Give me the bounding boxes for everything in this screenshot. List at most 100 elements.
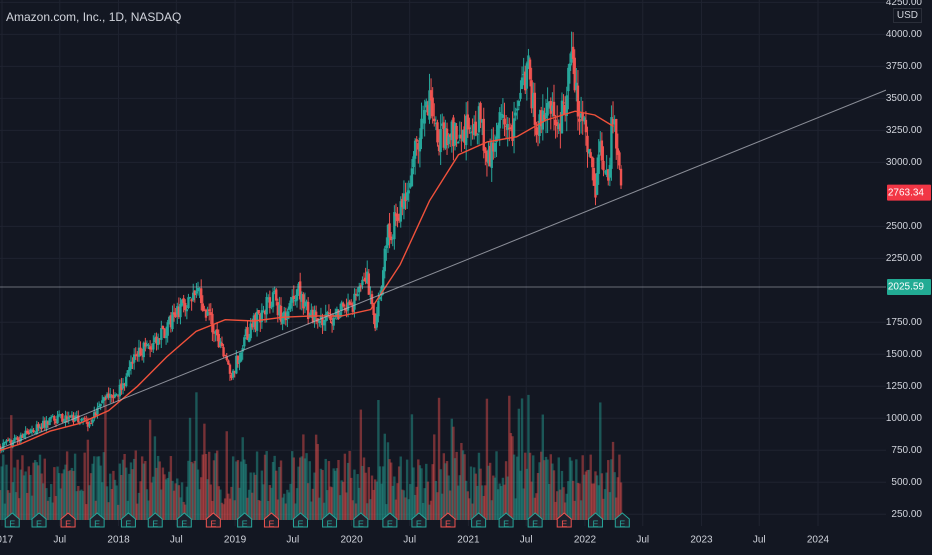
volume-bar — [492, 475, 495, 520]
candle-body — [298, 281, 302, 300]
volume-bar — [562, 487, 565, 520]
volume-bar — [136, 503, 139, 520]
candle-body — [152, 343, 155, 350]
candle-body — [444, 128, 447, 149]
volume-bar — [233, 500, 236, 520]
volume-bar — [512, 454, 516, 520]
volume-bar — [260, 470, 264, 520]
volume-bar — [552, 470, 556, 520]
candle-body — [97, 406, 101, 408]
candle-body — [587, 149, 591, 154]
candle-body — [318, 320, 321, 324]
candle-body — [263, 310, 267, 315]
volume-bar — [174, 483, 177, 520]
volume-bar — [228, 498, 232, 520]
volume-bar — [557, 457, 560, 520]
volume-bar — [362, 457, 366, 520]
candle-body — [155, 336, 158, 344]
candle-body — [273, 291, 276, 293]
candle-body — [540, 110, 543, 127]
volume-bar — [615, 497, 618, 520]
volume-bar — [381, 466, 385, 520]
time-tick-label: 2024 — [807, 535, 830, 546]
volume-bar — [405, 459, 409, 520]
volume-bar — [413, 494, 417, 520]
volume-bar — [356, 474, 359, 520]
volume-bar — [359, 409, 363, 520]
candle-body — [46, 421, 50, 425]
earnings-marker-badge — [4, 512, 20, 528]
price-tick-label: 4000.00 — [886, 29, 923, 40]
chart-title: Amazon.com, Inc., 1D, NASDAQ — [6, 10, 182, 24]
volume-bar — [211, 500, 214, 520]
volume-bar — [188, 417, 192, 520]
volume-bar — [504, 461, 508, 520]
candle-body — [19, 434, 23, 442]
candle-body — [5, 440, 8, 443]
volume-bar — [346, 462, 350, 520]
volume-bar — [270, 487, 273, 520]
candle-body — [520, 77, 524, 89]
volume-bar — [428, 504, 431, 520]
candle-body — [225, 356, 228, 360]
time-tick-label: 2022 — [574, 535, 597, 546]
volume-bar — [396, 483, 399, 520]
candle-body — [174, 312, 177, 317]
volume-bar — [109, 473, 112, 520]
volume-bar — [292, 457, 295, 520]
candle-body — [188, 297, 192, 299]
volume-bar — [158, 461, 161, 520]
candle-body — [279, 305, 283, 322]
candle-body — [314, 311, 318, 318]
volume-bar — [259, 500, 262, 520]
volume-bar — [185, 486, 189, 520]
candle-body — [48, 418, 51, 426]
candle-body — [262, 311, 265, 313]
candle-body — [337, 310, 340, 320]
candle-body — [195, 291, 198, 294]
candle-body — [286, 311, 289, 320]
volume-bar — [471, 503, 474, 520]
candle-body — [415, 139, 418, 142]
last-price-label: 2763.34 — [888, 187, 925, 198]
volume-bar — [134, 450, 137, 520]
earnings-marker-label: E — [387, 519, 393, 529]
candle-body — [223, 354, 227, 356]
volume-bar — [62, 469, 66, 520]
earnings-marker-badge — [556, 512, 572, 528]
volume-bar — [137, 492, 141, 520]
volume-bar — [463, 454, 466, 520]
candle-body — [169, 315, 173, 328]
earnings-marker: E — [556, 512, 572, 529]
volume-bar — [340, 480, 343, 520]
candle-body — [41, 420, 45, 429]
candle-body — [560, 100, 564, 134]
volume-bar — [385, 504, 388, 520]
volume-bar — [528, 452, 532, 520]
volume-bar — [559, 489, 562, 520]
volume-bar — [298, 457, 302, 520]
volume-bar — [429, 500, 433, 520]
volume-bar — [78, 490, 82, 520]
volume-bar — [530, 481, 533, 520]
volume-bar — [255, 451, 259, 520]
volume-bar — [96, 456, 99, 520]
candle-body — [469, 132, 473, 134]
candle-body — [608, 165, 612, 178]
candle-body — [575, 82, 578, 90]
volume-bar — [120, 474, 123, 520]
volume-bar — [30, 495, 34, 520]
candle-body — [3, 441, 7, 444]
candle-body — [153, 337, 157, 343]
volume-bar — [161, 467, 165, 520]
earnings-marker-badge — [322, 512, 338, 528]
volume-bar — [177, 485, 181, 520]
volume-bar — [401, 489, 404, 520]
candle-body — [211, 313, 214, 333]
candle-body — [439, 129, 442, 153]
volume-bar — [555, 491, 559, 520]
volume-bar — [345, 492, 348, 520]
